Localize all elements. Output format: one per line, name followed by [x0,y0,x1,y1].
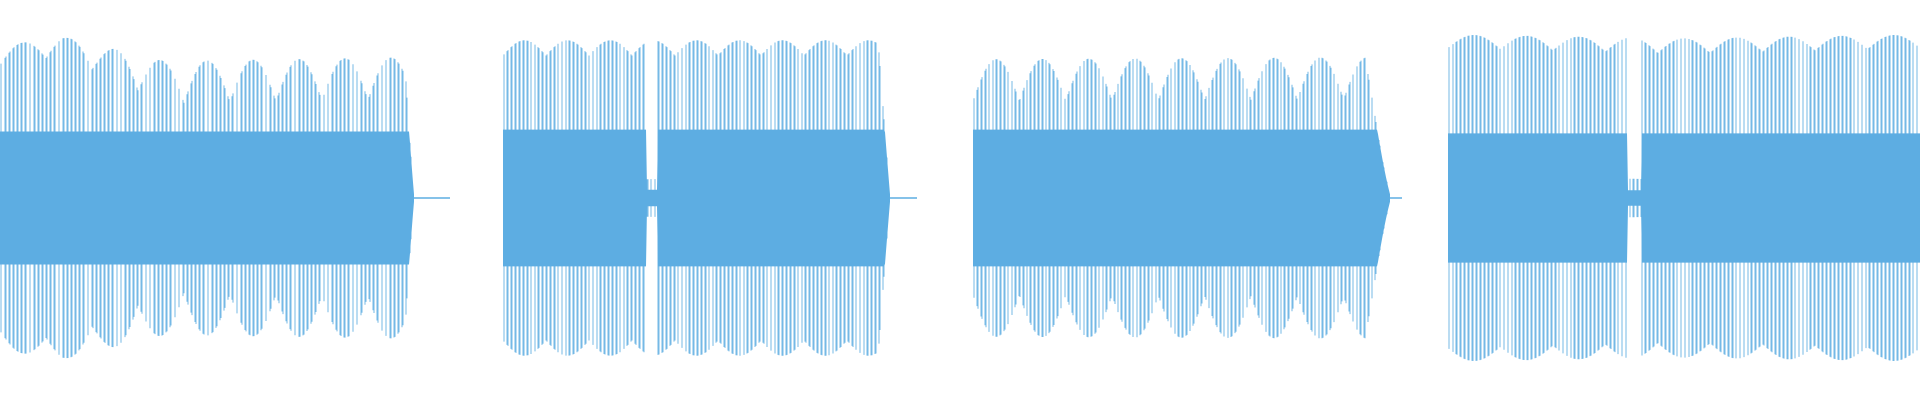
waveform-core [503,129,890,267]
waveform-core [0,131,414,265]
waveform-clips [0,35,1920,361]
waveform-clip [1448,35,1920,361]
waveform-core [973,129,1390,267]
waveform-clip [0,37,450,359]
waveform-clip [503,40,917,356]
waveform-core [1448,133,1920,263]
waveform-clip [973,57,1402,339]
